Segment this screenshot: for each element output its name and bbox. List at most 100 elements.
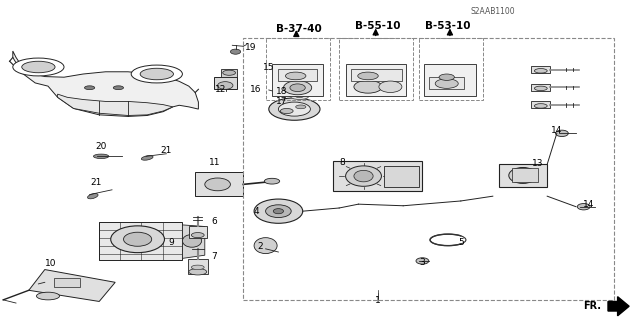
Ellipse shape	[293, 81, 311, 88]
Text: 19: 19	[245, 43, 257, 52]
Ellipse shape	[296, 88, 305, 92]
Ellipse shape	[285, 72, 306, 80]
Bar	[424, 64, 476, 96]
Ellipse shape	[266, 205, 291, 218]
Ellipse shape	[354, 170, 373, 182]
Text: B-53-10: B-53-10	[425, 20, 471, 31]
Bar	[278, 69, 317, 81]
Ellipse shape	[191, 233, 204, 238]
Bar	[512, 168, 538, 182]
Bar	[346, 64, 406, 96]
Bar	[189, 226, 207, 238]
Ellipse shape	[534, 69, 547, 73]
Bar	[99, 222, 182, 260]
Polygon shape	[29, 270, 115, 301]
Bar	[221, 69, 237, 77]
Ellipse shape	[264, 178, 280, 184]
Bar	[499, 164, 547, 187]
Text: 12: 12	[215, 85, 227, 94]
Bar	[195, 172, 243, 196]
Polygon shape	[182, 225, 205, 258]
Bar	[531, 66, 550, 73]
Ellipse shape	[577, 204, 590, 210]
Text: 4: 4	[253, 207, 259, 216]
Text: B-55-10: B-55-10	[355, 20, 401, 31]
Ellipse shape	[358, 72, 378, 80]
Ellipse shape	[515, 172, 531, 179]
Text: 7: 7	[212, 252, 217, 261]
Ellipse shape	[254, 238, 277, 254]
Ellipse shape	[296, 105, 306, 109]
Ellipse shape	[290, 84, 305, 92]
Text: S2AAB1100: S2AAB1100	[470, 7, 515, 16]
Polygon shape	[58, 94, 173, 115]
Ellipse shape	[131, 65, 182, 83]
Ellipse shape	[379, 81, 402, 93]
Ellipse shape	[509, 167, 537, 183]
Bar	[531, 101, 550, 108]
Ellipse shape	[534, 104, 547, 108]
Bar	[243, 38, 614, 300]
Text: 11: 11	[209, 158, 220, 167]
Text: 3: 3	[420, 258, 425, 267]
Bar	[419, 38, 483, 100]
Ellipse shape	[124, 232, 152, 246]
Polygon shape	[13, 51, 198, 116]
Text: 2: 2	[258, 242, 263, 251]
Text: 14: 14	[583, 200, 595, 209]
Ellipse shape	[36, 292, 60, 300]
Text: 16: 16	[250, 85, 262, 94]
Bar	[188, 259, 208, 274]
Bar	[429, 77, 464, 89]
Text: 14: 14	[551, 126, 563, 135]
Ellipse shape	[230, 49, 241, 54]
Ellipse shape	[273, 209, 284, 214]
Text: 15: 15	[263, 63, 275, 72]
Text: 6: 6	[212, 217, 217, 226]
Ellipse shape	[223, 70, 236, 75]
Ellipse shape	[269, 98, 320, 120]
Ellipse shape	[298, 83, 306, 86]
Ellipse shape	[354, 80, 382, 93]
Bar	[266, 38, 330, 100]
Text: FR.: FR.	[584, 300, 602, 311]
Ellipse shape	[291, 86, 310, 94]
Ellipse shape	[254, 199, 303, 223]
Ellipse shape	[416, 258, 429, 264]
Text: 13: 13	[532, 159, 543, 168]
Bar	[384, 166, 419, 187]
Bar	[54, 278, 80, 287]
Ellipse shape	[284, 81, 312, 95]
Text: 8: 8	[340, 158, 345, 167]
Ellipse shape	[84, 86, 95, 90]
Ellipse shape	[182, 234, 202, 247]
Text: 17: 17	[276, 97, 287, 106]
Text: 9: 9	[169, 238, 174, 247]
Ellipse shape	[189, 269, 207, 275]
Text: 5: 5	[458, 238, 463, 247]
Text: 18: 18	[276, 87, 287, 96]
Ellipse shape	[191, 265, 204, 270]
Ellipse shape	[141, 156, 153, 160]
Ellipse shape	[534, 86, 547, 91]
Ellipse shape	[140, 68, 173, 80]
Bar	[272, 64, 323, 96]
Text: B-37-40: B-37-40	[276, 24, 322, 34]
Text: 21: 21	[90, 178, 102, 187]
Ellipse shape	[278, 102, 310, 116]
Bar	[531, 84, 550, 91]
Bar	[339, 38, 413, 100]
Bar	[214, 77, 237, 89]
Ellipse shape	[113, 86, 124, 90]
Ellipse shape	[111, 226, 164, 253]
Ellipse shape	[439, 74, 454, 80]
Ellipse shape	[88, 194, 98, 199]
Ellipse shape	[13, 58, 64, 76]
Bar	[333, 161, 422, 191]
Ellipse shape	[22, 61, 55, 73]
Ellipse shape	[218, 82, 233, 89]
Ellipse shape	[93, 154, 109, 159]
Text: 21: 21	[161, 146, 172, 155]
Bar	[351, 69, 402, 81]
Ellipse shape	[346, 166, 381, 186]
